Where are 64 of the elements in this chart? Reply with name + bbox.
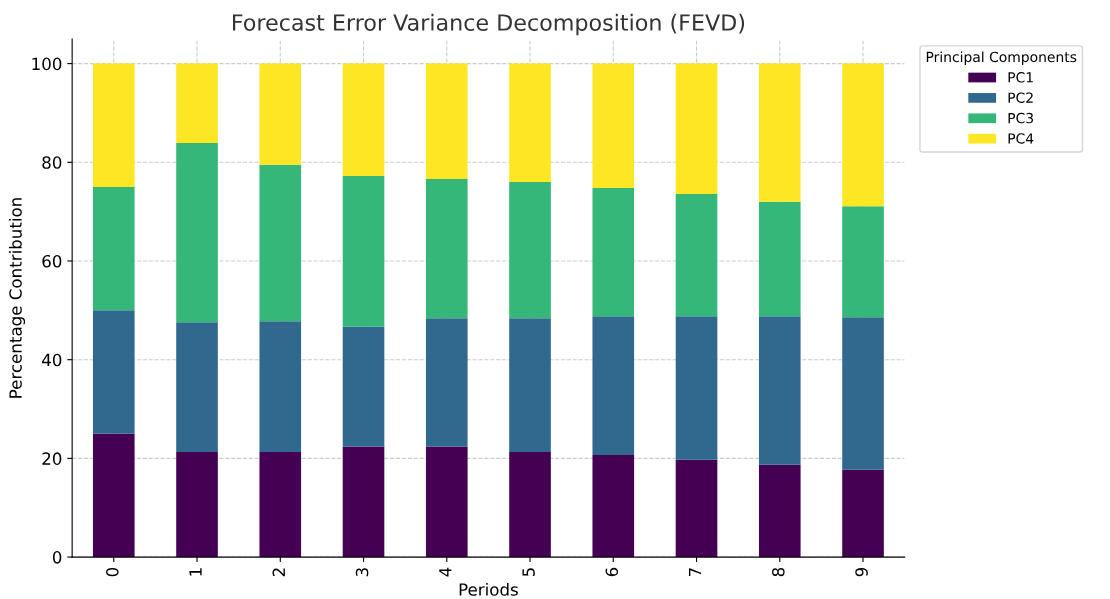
bar	[758, 201, 801, 317]
bar	[92, 433, 135, 558]
bar	[758, 464, 801, 558]
bar	[425, 63, 468, 180]
bar	[259, 164, 302, 322]
bar	[92, 63, 135, 187]
bar	[342, 176, 385, 327]
bar	[176, 451, 218, 558]
bar	[509, 182, 551, 319]
bar	[675, 63, 718, 194]
y-tick-label: 60	[42, 254, 62, 268]
bar	[509, 318, 551, 452]
y-axis-title: Percentage Contribution	[8, 198, 26, 398]
bar	[92, 310, 135, 434]
x-tick-label: 7	[688, 568, 702, 577]
bar	[842, 317, 884, 470]
chart-title: Forecast Error Variance Decomposition (FEVD)	[233, 13, 745, 36]
bar	[592, 454, 635, 558]
bar	[259, 321, 302, 452]
x-tick-label: 5	[522, 568, 535, 577]
bar	[592, 316, 635, 455]
bar	[425, 179, 468, 319]
legend-label: PC2	[1008, 92, 1033, 103]
bar	[425, 446, 468, 558]
bar	[342, 326, 385, 447]
x-tick-label: 2	[272, 568, 285, 577]
bar	[176, 322, 218, 452]
bar	[342, 63, 385, 177]
legend-label: PC1	[1008, 72, 1033, 83]
bar	[259, 451, 302, 558]
y-tick-label: 100	[32, 57, 62, 71]
x-tick-label: 1	[189, 568, 202, 576]
legend-label: PC4	[1008, 133, 1034, 144]
x-axis-title: Periods	[459, 582, 518, 596]
bar	[675, 193, 718, 317]
bar	[675, 459, 718, 558]
y-tick-label: 40	[42, 353, 62, 367]
bar	[758, 316, 801, 465]
y-tick-label: 0	[52, 551, 62, 564]
x-tick-label: 3	[355, 568, 369, 577]
bar	[592, 187, 635, 317]
bar	[509, 63, 551, 183]
x-tick-label: 0	[106, 567, 119, 577]
bar	[425, 318, 468, 447]
bar	[342, 446, 385, 558]
bar	[176, 63, 218, 144]
legend-label: PC3	[1008, 112, 1033, 124]
bar	[92, 186, 135, 311]
bar	[842, 206, 884, 318]
bar	[509, 451, 551, 558]
bar	[259, 63, 302, 165]
y-tick-label: 80	[42, 156, 62, 169]
bar	[842, 63, 884, 207]
x-tick-label: 9	[855, 567, 868, 577]
x-tick-label: 6	[605, 567, 619, 577]
legend-title: Principal Components	[926, 51, 1077, 65]
bar	[758, 63, 801, 202]
bar	[592, 63, 635, 188]
bar	[176, 143, 218, 323]
x-tick-label: 4	[439, 567, 452, 577]
bar	[842, 469, 884, 558]
x-tick-label: 8	[772, 567, 785, 577]
bar	[675, 316, 718, 460]
y-tick-label: 20	[42, 452, 62, 465]
